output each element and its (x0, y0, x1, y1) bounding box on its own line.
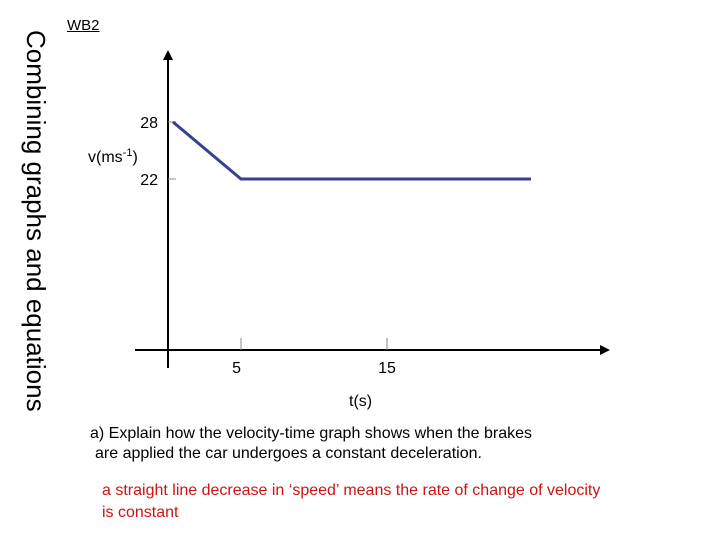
y-tick-label-0: 28 (140, 115, 158, 132)
question-text: a) Explain how the velocity-time graph s… (90, 424, 690, 464)
y-axis-label: v(ms-1) (88, 147, 138, 166)
x-tick-label-1: 15 (378, 360, 396, 377)
slide-label: WB2 (67, 17, 100, 34)
y-tick-label-1: 22 (140, 172, 158, 189)
side-title: Combining graphs and equations (21, 30, 51, 412)
answer-line-1: a straight line decrease in ‘speed’ mean… (102, 482, 601, 499)
answer-line-2: is constant (102, 504, 179, 521)
question-line-1: a) Explain how the velocity-time graph s… (90, 425, 532, 442)
answer-text: a straight line decrease in ‘speed’ mean… (102, 480, 702, 524)
series-line-0 (172, 120, 531, 181)
x-tick-label-0: 5 (232, 360, 241, 377)
question-line-2: are applied the car undergoes a constant… (95, 445, 482, 462)
x-axis-label: t(s) (349, 393, 372, 410)
